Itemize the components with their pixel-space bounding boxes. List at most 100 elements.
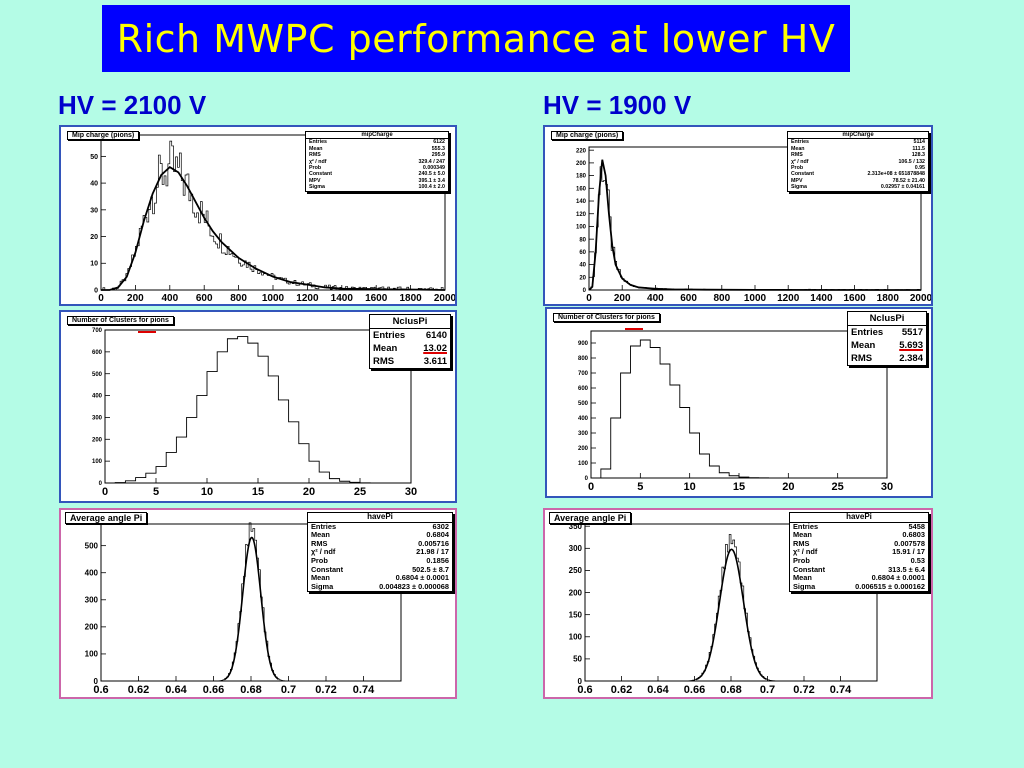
stats-key: RMS [791,152,803,159]
stats-row: RMS 0.005716 [308,538,452,549]
plot-title: Average angle Pi [549,512,632,524]
stats-row: Sigma 0.02957 ± 0.04161 [788,184,928,190]
stats-box-title: havePi [308,512,452,523]
histogram-bin [258,356,268,483]
y-tick-label: 50 [90,154,98,161]
stats-row: Mean 0.6804 ± 0.0001 [308,574,452,583]
y-tick-label: 0 [94,677,99,686]
histogram [105,336,411,484]
stats-row: Prob 0.1856 [308,556,452,566]
histogram-bin [329,479,339,483]
stats-key: χ² / ndf [791,158,809,165]
histogram-bin [719,473,729,478]
stats-row: RMS 3.611 [370,355,450,368]
stats-key: Mean [311,530,330,540]
stats-row: Sigma 0.004823 ± 0.000068 [308,581,452,592]
histogram-bin [640,340,650,478]
x-tick-label: 200 [614,293,631,304]
stats-key: Entries [309,139,327,146]
y-tick-label: 20 [579,275,586,281]
y-tick-label: 20 [90,234,98,241]
x-tick-label: 0.6 [93,684,108,696]
stats-key: Sigma [309,184,325,191]
y-tick-label: 100 [578,461,589,467]
x-tick-label: 0.64 [165,684,187,696]
x-tick-label: 1600 [365,293,388,304]
histogram-bin [660,364,670,478]
y-tick-label: 220 [576,148,587,154]
x-tick-label: 800 [713,293,730,304]
stats-value: 295.9 [431,152,445,159]
x-tick-label: 0 [588,481,594,493]
histogram-bin [309,461,319,483]
stats-row: Entries 6302 [308,522,452,532]
x-tick-label: 1800 [399,293,422,304]
plot-canvas: 0 200 400 600 800 1000 1200 1400 1600 1800 2000 0 10… [90,134,455,304]
column-label-1900: HV = 1900 V [543,90,692,120]
stats-value: 128.3 [911,152,925,159]
y-tick-label: 200 [92,437,103,443]
angle-plot-1900: 0.6 0.62 0.64 0.66 0.68 0.7 0.72 0.74 0 50 100 150 2… [543,508,933,699]
stats-key: RMS [851,353,873,364]
x-tick-label: 0 [98,293,104,304]
stats-row: Mean 555.3 [306,146,448,152]
plot-title: Mip charge (pions) [67,131,140,140]
stats-key: Mean [793,530,812,540]
y-tick-label: 160 [576,186,587,192]
x-tick-label: 20 [303,486,315,498]
y-tick-label: 800 [578,356,589,362]
stats-key: RMS [793,538,810,548]
plot-title: Number of Clusters for pions [553,313,660,322]
stats-value: 78.52 ± 21.40 [892,177,925,184]
stats-value: 0.006515 ± 0.000162 [855,581,925,591]
x-tick-label: 10 [201,486,213,498]
x-tick-label: 0.66 [203,684,224,696]
stats-key: χ² / ndf [309,158,327,165]
stats-key: RMS [309,152,321,159]
histogram-bin [601,469,611,478]
histogram-bin [248,343,258,483]
stats-key: MPV [309,177,321,184]
y-tick-label: 300 [92,416,103,422]
y-tick-label: 100 [576,225,587,231]
x-tick-label: 0.68 [720,684,741,696]
stats-value: 0.95 [914,165,925,172]
y-tick-label: 600 [578,386,589,392]
x-tick-label: 0 [586,293,592,304]
plot-canvas: 0 200 400 600 800 1000 1200 1400 1600 1800 2000 0 20… [576,146,931,304]
stats-box: mipCharge Entries 5114 Mean 111.5 RMS 128.3 χ² … [787,131,929,192]
histogram-bin [268,376,278,483]
annotation-underline [625,328,643,330]
stats-value: 0.6804 ± 0.0001 [871,573,925,583]
y-tick-label: 80 [579,237,586,243]
stats-key: Prob [309,165,322,172]
y-tick-label: 500 [85,541,99,550]
stats-key: χ² / ndf [311,547,336,557]
plot-canvas: 0.6 0.62 0.64 0.66 0.68 0.7 0.72 0.74 0 100 200 300… [85,522,402,696]
stats-key: Prob [793,555,810,565]
stats-row: χ² / ndf 15.91 / 17 [790,548,928,557]
x-tick-label: 600 [680,293,697,304]
y-tick-label: 600 [92,350,103,356]
stats-key: Sigma [311,581,334,591]
histogram-bin [299,444,309,483]
stats-value: 502.5 ± 8.7 [412,564,449,574]
slide-title: Rich MWPC performance at lower HV [102,5,850,72]
stats-value: 0.007578 [894,538,925,548]
y-tick-label: 10 [90,261,98,268]
stats-key: Sigma [793,581,816,591]
x-tick-label: 15 [252,486,264,498]
x-tick-label: 25 [832,481,844,493]
x-tick-label: 30 [405,486,417,498]
y-tick-label: 350 [569,522,583,531]
x-tick-label: 0.72 [315,684,336,696]
x-tick-label: 0.64 [647,684,669,696]
y-tick-label: 100 [569,633,583,642]
histogram-bin [700,454,710,478]
x-tick-label: 30 [881,481,893,493]
y-tick-label: 700 [578,371,589,377]
stats-row: χ² / ndf 106.5 / 132 [788,159,928,165]
stats-key: RMS [311,538,328,548]
y-tick-label: 100 [85,650,99,659]
